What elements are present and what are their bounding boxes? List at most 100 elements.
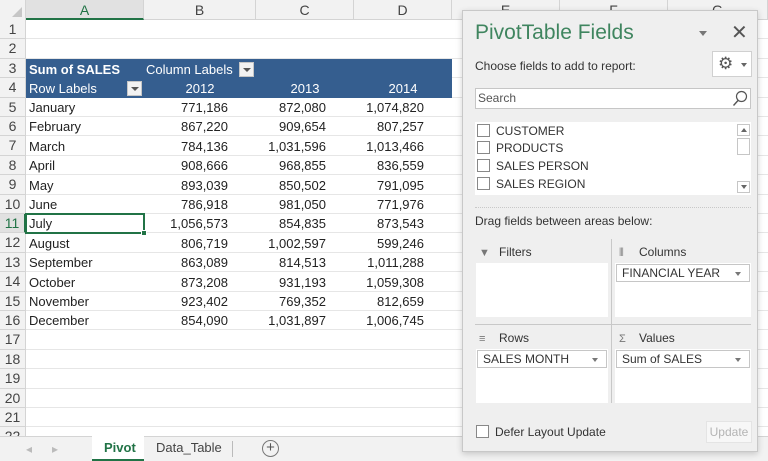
search-icon[interactable] [732,90,748,107]
field-checkbox[interactable] [477,159,490,173]
value-cell[interactable]: 786,918 [181,197,228,212]
row-header-15[interactable]: 15 [0,291,26,311]
value-cell[interactable]: 814,513 [279,255,326,271]
row-label-month[interactable]: July [29,216,53,232]
field-checkbox[interactable] [477,141,490,155]
row-label-month[interactable]: October [29,274,76,290]
value-cell[interactable]: 867,220 [181,119,228,135]
chevron-down-icon[interactable] [592,358,598,362]
value-cell[interactable]: 872,080 [279,100,326,115]
values-drop-zone[interactable]: Sum of SALES [615,349,751,403]
row-header-6[interactable]: 6 [0,117,26,137]
field-checkbox[interactable] [477,177,490,191]
value-cell[interactable]: 1,011,288 [367,255,424,271]
column-header-b[interactable]: B [144,0,256,20]
value-cell[interactable]: 769,352 [279,294,326,309]
row-label-month[interactable]: September [29,255,93,271]
field-sales-person[interactable]: SALES PERSON [477,157,589,175]
row-header-12[interactable]: 12 [0,233,26,253]
value-cell[interactable]: 771,186 [181,100,228,115]
field-products[interactable]: PRODUCTS [477,139,563,157]
selected-cell-a11[interactable] [25,213,147,236]
value-cell[interactable]: 923,402 [181,294,228,309]
field-search-input[interactable]: Search [475,88,751,109]
value-cell[interactable]: 1,074,820 [366,100,424,115]
add-sheet-button[interactable]: + [262,440,279,457]
row-header-8[interactable]: 8 [0,155,26,176]
row-label-month[interactable]: May [29,177,54,193]
row-header-14[interactable]: 14 [0,272,26,292]
value-cell[interactable]: 873,208 [181,274,228,290]
column-header-a[interactable]: A [26,0,144,20]
row-label-month[interactable]: February [29,119,82,135]
filters-drop-zone[interactable] [476,263,608,317]
panel-close-icon[interactable]: ✕ [731,22,748,44]
sheet-tab-data-table[interactable]: Data_Table [156,440,222,455]
tools-button[interactable]: ⚙ [712,51,752,77]
row-header-10[interactable]: 10 [0,194,26,214]
value-cell[interactable]: 1,056,573 [170,216,228,232]
value-cell[interactable]: 863,089 [181,255,228,271]
value-cell[interactable]: 893,039 [181,177,228,193]
field-checkbox[interactable] [477,124,490,138]
row-header-17[interactable]: 17 [0,330,26,350]
value-cell[interactable]: 1,059,308 [366,274,424,290]
row-header-2[interactable]: 2 [0,39,26,59]
row-header-20[interactable]: 20 [0,388,26,408]
column-header-c[interactable]: C [256,0,354,20]
value-cell[interactable]: 1,006,745 [366,313,424,329]
value-cell[interactable]: 909,654 [279,119,326,135]
value-cell[interactable]: 1,031,897 [268,313,326,329]
field-list-scrollbar[interactable] [737,124,750,194]
row-labels-filter-button[interactable] [127,81,142,96]
row-header-16[interactable]: 16 [0,311,26,331]
row-header-18[interactable]: 18 [0,349,26,370]
value-cell[interactable]: 1,013,466 [366,138,424,154]
value-cell[interactable]: 854,835 [279,216,326,232]
columns-drop-zone[interactable]: FINANCIAL YEAR [615,263,751,317]
column-header-d[interactable]: D [354,0,452,20]
defer-checkbox[interactable] [476,425,489,439]
row-header-21[interactable]: 21 [0,408,26,428]
value-cell[interactable]: 968,855 [279,158,326,174]
row-label-month[interactable]: January [29,100,76,115]
scroll-thumb[interactable] [737,138,750,155]
row-header-11[interactable]: 11 [0,214,26,234]
row-header-1[interactable]: 1 [0,20,26,40]
chevron-down-icon[interactable] [735,272,741,276]
rows-drop-zone[interactable]: SALES MONTH [476,349,608,403]
chevron-down-icon[interactable] [735,358,741,362]
value-cell[interactable]: 812,659 [377,294,424,309]
value-cell[interactable]: 599,246 [377,235,424,251]
value-cell[interactable]: 1,002,597 [268,235,326,251]
scroll-tabs-right-icon[interactable]: ▸ [52,442,59,456]
value-cell[interactable]: 836,559 [377,158,424,174]
row-header-4[interactable]: 4 [0,78,26,98]
row-label-month[interactable]: April [29,158,56,174]
value-cell[interactable]: 806,719 [181,235,228,251]
sheet-tab-pivot[interactable]: Pivot [92,436,144,461]
row-header-7[interactable]: 7 [0,136,26,156]
row-header-3[interactable]: 3 [0,58,26,79]
scroll-tabs-left-icon[interactable]: ◂ [26,442,33,456]
value-cell[interactable]: 771,976 [377,197,424,212]
value-cell[interactable]: 807,257 [377,119,424,135]
scroll-down-icon[interactable] [737,181,750,193]
select-all-button[interactable] [0,0,26,20]
columns-field-chip[interactable]: FINANCIAL YEAR [616,264,750,282]
row-header-9[interactable]: 9 [0,175,26,195]
panel-options-chevron-icon[interactable] [699,31,707,36]
value-cell[interactable]: 908,666 [181,158,228,174]
row-label-month[interactable]: August [29,235,70,251]
row-label-month[interactable]: June [29,197,58,212]
row-header-5[interactable]: 5 [0,97,26,117]
value-cell[interactable]: 850,502 [279,177,326,193]
value-cell[interactable]: 1,031,596 [268,138,326,154]
row-header-13[interactable]: 13 [0,252,26,273]
update-button[interactable]: Update [706,421,752,443]
value-cell[interactable]: 873,543 [377,216,424,232]
row-label-month[interactable]: March [29,138,66,154]
field-customer[interactable]: CUSTOMER [477,122,564,140]
rows-field-chip[interactable]: SALES MONTH [477,350,607,368]
row-label-month[interactable]: November [29,294,89,309]
